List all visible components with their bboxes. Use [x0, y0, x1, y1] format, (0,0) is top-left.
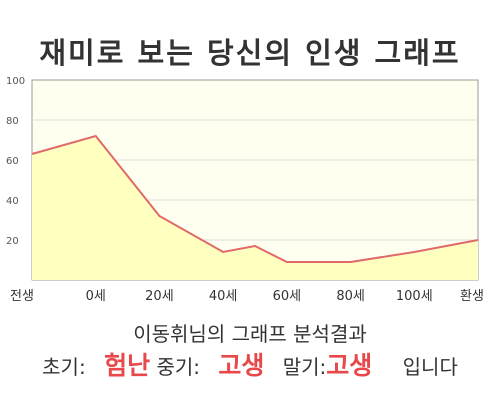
- x-tick-label: 80세: [336, 289, 365, 304]
- early-label: 초기:: [42, 355, 86, 379]
- x-tick-label: 전생: [10, 289, 34, 304]
- x-tick-label: 40세: [209, 289, 238, 304]
- x-tick-label: 60세: [273, 289, 302, 304]
- result-heading: 이동휘님의 그래프 분석결과: [133, 322, 367, 346]
- late-value: 고생: [326, 351, 373, 380]
- result-summary: 초기: 험난 중기: 고생 말기:고생 입니다: [0, 346, 500, 382]
- x-axis-ticks: 전생 0세 20세 40세 60세 80세 100세 환생: [10, 289, 484, 304]
- late-label: 말기:: [282, 355, 327, 379]
- y-tick-label: 80: [6, 116, 19, 127]
- x-tick-label: 100세: [396, 289, 433, 304]
- y-axis-ticks: 20 40 60 80 100: [6, 76, 25, 247]
- y-tick-label: 40: [6, 196, 19, 207]
- middle-value: 고생: [218, 351, 265, 380]
- y-tick-label: 60: [6, 156, 19, 167]
- x-tick-label: 0세: [86, 289, 106, 304]
- y-tick-label: 20: [6, 236, 19, 247]
- result-suffix: 입니다: [402, 355, 458, 379]
- x-tick-label: 환생: [460, 289, 484, 304]
- life-line: [31, 134, 479, 263]
- middle-label: 중기:: [156, 355, 200, 379]
- early-value: 험난: [104, 351, 151, 380]
- life-graph-chart: 20 40 60 80 100 전생 0세 20세 40세 60세 80세 100세 환생: [6, 76, 484, 304]
- y-tick-label: 100: [6, 76, 25, 87]
- life-area-fill: [32, 136, 478, 280]
- chart-title: 재미로 보는 당신의 인생 그래프: [39, 36, 461, 70]
- x-tick-label: 20세: [145, 289, 174, 304]
